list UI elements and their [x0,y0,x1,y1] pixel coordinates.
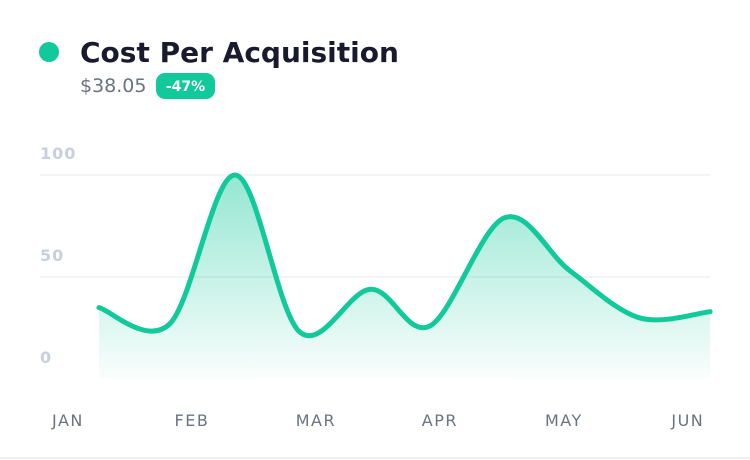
x-tick-label: APR [422,411,458,430]
title-dot [39,42,59,62]
y-tick-label: 0 [40,348,52,367]
x-tick-label: JAN [51,411,84,430]
y-tick-label: 50 [40,246,64,265]
x-tick-label: MAR [296,411,336,430]
x-tick-label: JUN [670,411,704,430]
line-series [96,172,713,338]
y-tick-label: 100 [40,144,76,163]
current-value: $38.05 [80,75,146,97]
line-area [98,174,711,379]
x-tick-label: MAY [545,411,583,430]
chart-title: Cost Per Acquisition [80,36,399,69]
change-label: -47% [166,79,205,95]
change-badge [156,73,215,99]
x-tick-label: FEB [175,411,210,430]
